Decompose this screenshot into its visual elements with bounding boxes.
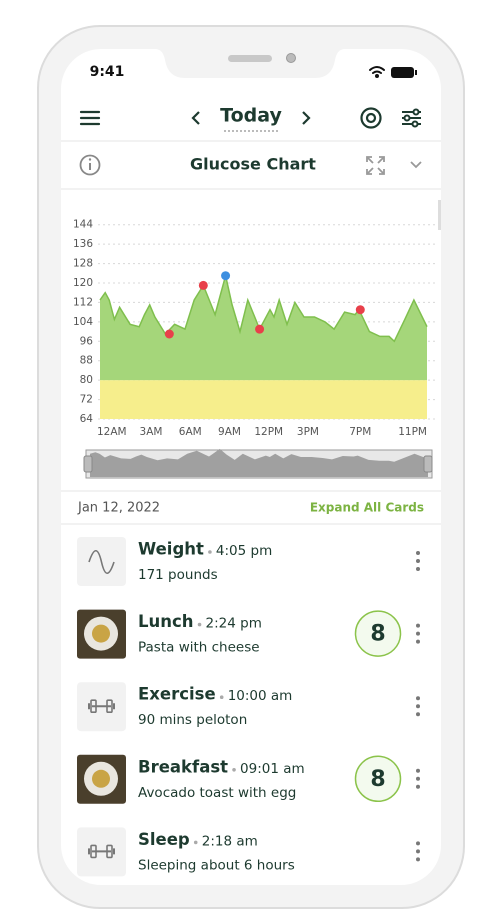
more-menu-dot[interactable] <box>416 631 420 636</box>
speaker <box>228 55 272 62</box>
more-menu-dot[interactable] <box>416 776 420 781</box>
dumbbell-plate <box>90 844 97 859</box>
more-menu-dot[interactable] <box>416 849 420 854</box>
date-title[interactable]: Today <box>220 105 282 127</box>
card-time: 2:18 am <box>202 833 258 849</box>
menu-button[interactable] <box>79 110 101 126</box>
info-button[interactable] <box>79 154 101 176</box>
notch <box>155 49 345 78</box>
y-tick-label: 144 <box>73 219 93 231</box>
chart-title: Glucose Chart <box>190 155 316 174</box>
card-detail: Sleeping about 6 hours <box>138 857 295 873</box>
more-menu-dot[interactable] <box>416 712 420 717</box>
card-detail: 90 mins peloton <box>138 712 247 728</box>
expand-button[interactable] <box>366 156 385 175</box>
x-tick-label: 12AM <box>97 426 127 438</box>
score-value: 8 <box>370 767 385 792</box>
y-tick-label: 136 <box>73 238 93 250</box>
expand-all-link[interactable]: Expand All Cards <box>310 501 424 515</box>
dumbbell-plate <box>90 699 97 714</box>
separator-dot <box>197 622 202 627</box>
separator-dot <box>208 550 212 554</box>
card-title[interactable]: Lunch <box>138 612 194 631</box>
dumbbell-plate <box>106 699 113 714</box>
camera <box>286 53 296 63</box>
y-tick-label: 128 <box>73 258 93 270</box>
y-tick-label: 72 <box>80 394 93 406</box>
battery-tip <box>415 70 417 75</box>
log-date: Jan 12, 2022 <box>77 501 160 516</box>
status-time: 9:41 <box>90 64 125 80</box>
card-detail: 171 pounds <box>138 567 218 583</box>
more-menu-dot[interactable] <box>416 696 420 701</box>
more-menu-dot[interactable] <box>416 704 420 709</box>
more-menu-dot[interactable] <box>416 551 420 555</box>
x-tick-label: 12PM <box>254 426 283 438</box>
card-time: 10:00 am <box>228 688 293 704</box>
card-detail: Avocado toast with egg <box>138 785 296 801</box>
wave-glyph <box>88 549 115 575</box>
separator-dot <box>193 840 198 845</box>
y-tick-label: 112 <box>73 296 93 308</box>
x-tick-label: 7PM <box>349 426 371 438</box>
x-tick-label: 6AM <box>179 426 202 438</box>
x-tick-label: 11PM <box>398 426 427 438</box>
dumbbell-plate <box>106 844 113 859</box>
x-tick-label: 3AM <box>140 426 163 438</box>
y-tick-label: 104 <box>73 316 93 328</box>
event-marker[interactable] <box>255 324 265 334</box>
scrubber-handle[interactable] <box>423 455 433 473</box>
low-range-band <box>100 380 427 419</box>
target-button[interactable] <box>360 107 382 129</box>
battery-icon <box>391 67 414 78</box>
card-title[interactable]: Exercise <box>138 685 216 704</box>
prev-day-button[interactable] <box>191 111 200 125</box>
event-marker[interactable] <box>198 280 208 290</box>
dumbbell-glyph <box>88 703 115 710</box>
card-title[interactable]: Sleep <box>138 830 190 849</box>
y-tick-label: 64 <box>80 413 94 425</box>
next-day-button[interactable] <box>302 111 311 125</box>
scrubber-handle[interactable] <box>83 455 93 473</box>
more-menu-dot[interactable] <box>416 784 420 789</box>
more-menu-dot[interactable] <box>416 857 420 862</box>
event-marker[interactable] <box>221 271 231 281</box>
card-detail: Pasta with cheese <box>138 640 260 656</box>
more-menu-dot[interactable] <box>416 623 420 628</box>
dumbbell-glyph <box>88 848 115 855</box>
event-marker[interactable] <box>355 305 365 315</box>
score-badge <box>354 755 402 803</box>
card-title[interactable]: Weight <box>138 540 204 559</box>
y-tick-label: 80 <box>80 374 93 386</box>
x-tick-label: 9AM <box>218 426 241 438</box>
filter-button[interactable] <box>402 108 421 128</box>
score-value: 8 <box>370 622 385 647</box>
more-menu-dot[interactable] <box>416 639 420 644</box>
photo-food <box>92 769 110 788</box>
more-menu-dot[interactable] <box>416 841 420 846</box>
scrubber-area <box>90 448 428 477</box>
photo-food <box>92 624 110 643</box>
y-tick-label: 96 <box>80 335 94 347</box>
card-title[interactable]: Breakfast <box>138 757 228 776</box>
separator-dot <box>219 695 224 699</box>
y-tick-label: 88 <box>80 355 93 367</box>
score-badge <box>354 610 402 657</box>
wifi-icon <box>369 66 385 78</box>
more-menu-dot[interactable] <box>416 768 420 773</box>
y-tick-label: 120 <box>73 277 93 289</box>
event-marker[interactable] <box>164 329 174 339</box>
card-time: 2:24 pm <box>206 616 262 632</box>
x-tick-label: 3PM <box>297 426 319 438</box>
separator-dot <box>232 768 236 772</box>
more-menu-dot[interactable] <box>416 567 420 571</box>
card-time: 09:01 am <box>240 761 305 777</box>
card-time: 4:05 pm <box>216 543 272 559</box>
scrollbar <box>438 200 441 230</box>
collapse-button[interactable] <box>410 161 422 169</box>
more-menu-dot[interactable] <box>416 559 420 563</box>
